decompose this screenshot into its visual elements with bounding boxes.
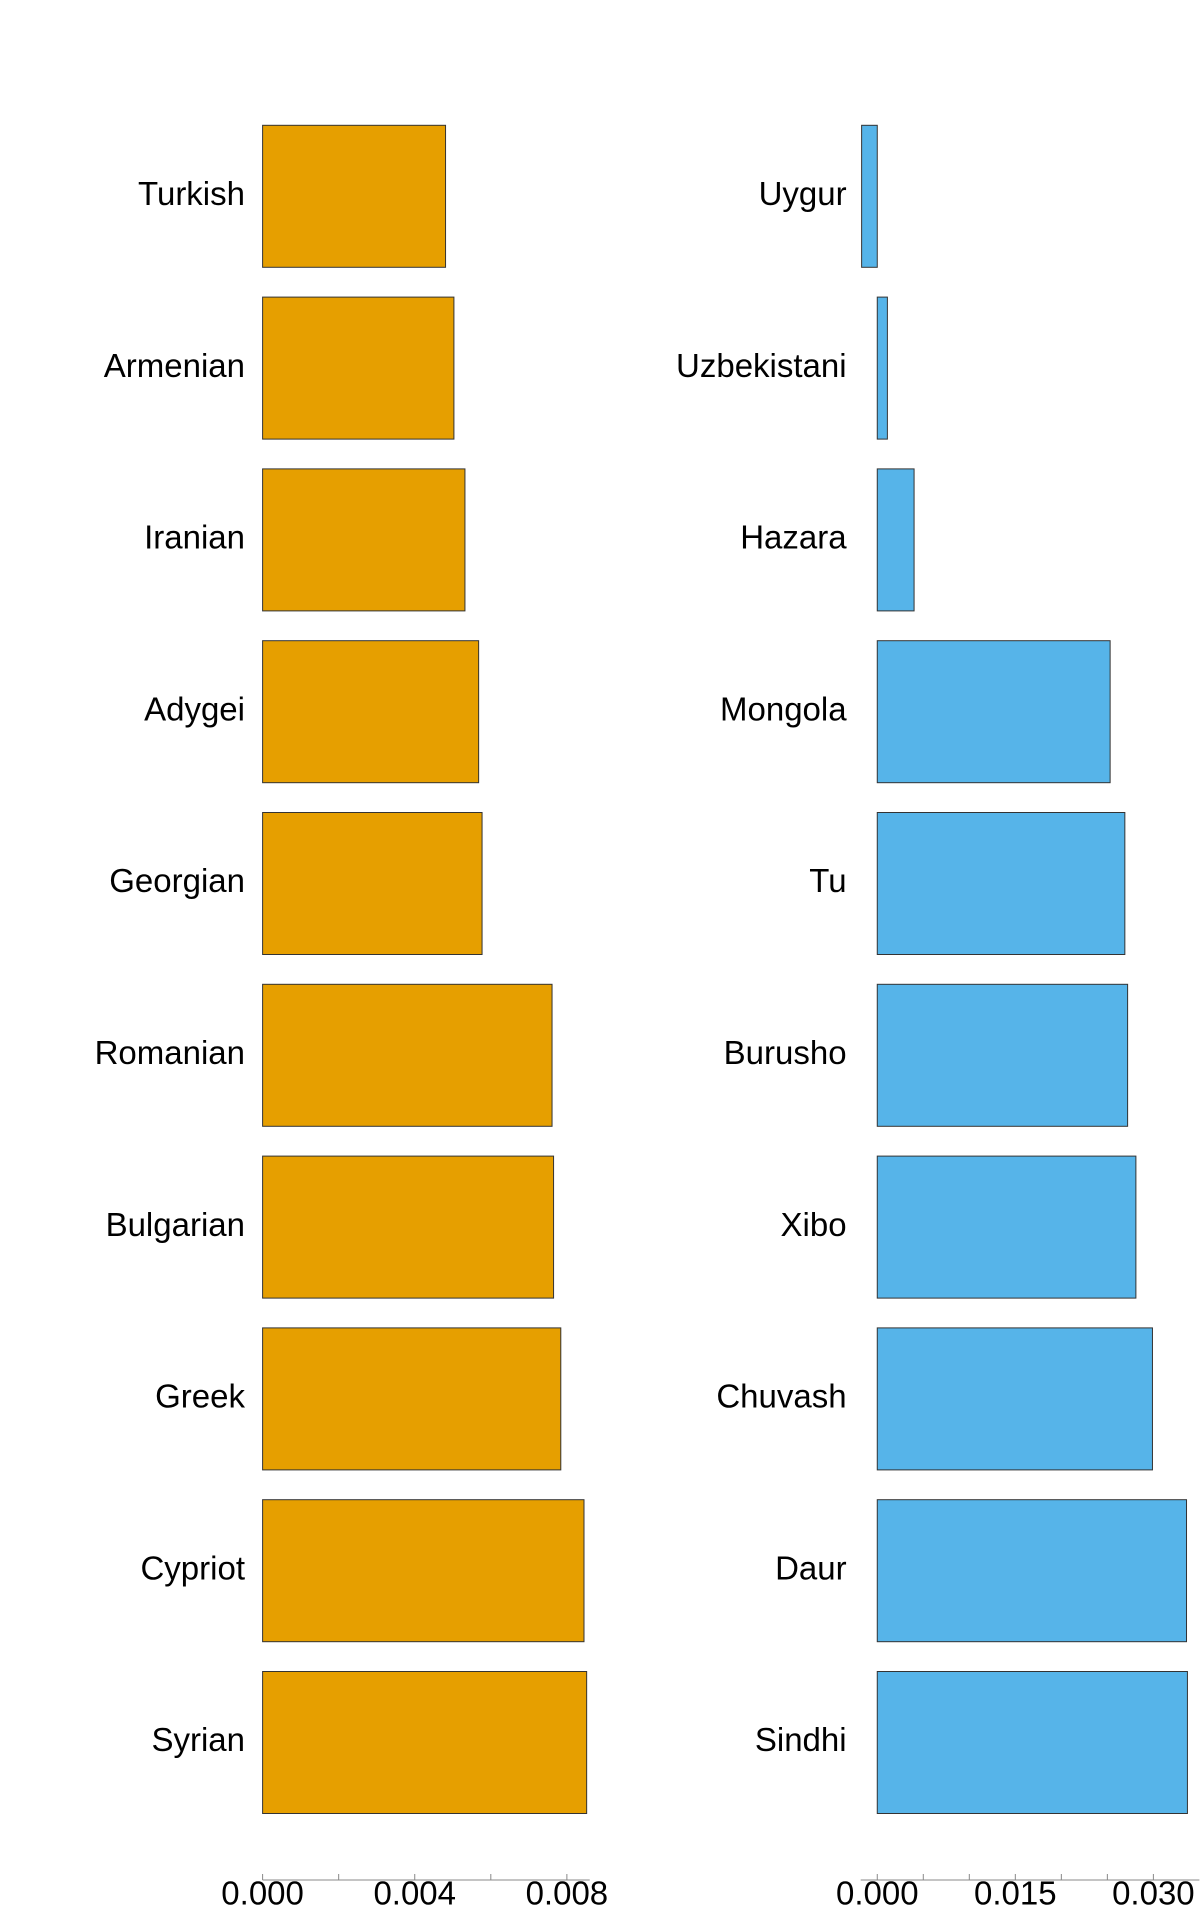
- bar: [876, 1499, 1188, 1643]
- category-label: Syrian: [151, 1721, 245, 1758]
- bar: [262, 640, 480, 784]
- bar: [262, 296, 455, 440]
- category-label: Xibo: [781, 1206, 847, 1243]
- bar: [876, 640, 1111, 784]
- category-label: Turkish: [138, 175, 245, 212]
- bar: [876, 1327, 1153, 1471]
- bar: [861, 124, 878, 268]
- category-label: Sindhi: [755, 1721, 847, 1758]
- bar: [876, 1155, 1137, 1299]
- category-label: Burusho: [724, 1034, 847, 1071]
- category-label: Tu: [809, 862, 846, 899]
- bar: [262, 1155, 555, 1299]
- category-label: Georgian: [109, 862, 245, 899]
- bar: [262, 983, 553, 1127]
- bar: [262, 1327, 562, 1471]
- category-label: Daur: [775, 1549, 847, 1586]
- category-label: Adygei: [144, 690, 245, 727]
- category-label: Uygur: [759, 175, 847, 212]
- bar: [876, 983, 1129, 1127]
- category-label: Chuvash: [716, 1378, 846, 1415]
- category-label: Armenian: [104, 347, 245, 384]
- category-label: Hazara: [740, 519, 847, 556]
- bar: [262, 812, 483, 955]
- bar: [262, 468, 466, 612]
- x-tick-label: 0.030: [1112, 1875, 1195, 1912]
- bar: [262, 1671, 588, 1814]
- x-tick-label: 0.004: [373, 1875, 456, 1912]
- category-label: Bulgarian: [106, 1206, 245, 1243]
- x-tick-label: 0.008: [526, 1875, 609, 1912]
- bar: [262, 124, 447, 268]
- x-tick-label: 0.015: [974, 1875, 1057, 1912]
- category-label: Mongola: [720, 690, 847, 727]
- x-tick-label: 0.000: [836, 1875, 919, 1912]
- category-label: Cypriot: [140, 1549, 245, 1586]
- category-label: Greek: [155, 1378, 245, 1415]
- category-label: Romanian: [95, 1034, 245, 1071]
- bar: [876, 296, 888, 440]
- bar: [876, 468, 915, 612]
- x-tick-label: 0.000: [221, 1875, 304, 1912]
- bar: [262, 1499, 585, 1643]
- bar: [876, 1671, 1188, 1814]
- category-label: Uzbekistani: [676, 347, 847, 384]
- bar: [876, 812, 1126, 955]
- category-label: Iranian: [144, 519, 245, 556]
